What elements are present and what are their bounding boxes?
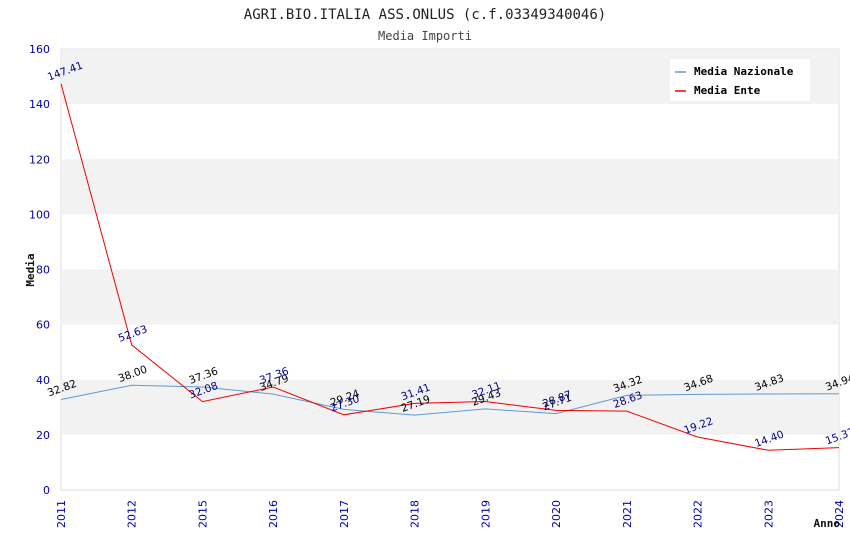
- plot-bands: [60, 48, 840, 491]
- x-axis-ticks: 2011 2012 2015 2016 2017 2018 2019 2020 2021 2022…: [55, 500, 846, 528]
- legend-box: [670, 59, 810, 101]
- y-tick-label: 60: [36, 319, 50, 332]
- y-tick-label: 120: [29, 153, 50, 166]
- legend-label-media-ente: Media Ente: [694, 84, 761, 97]
- x-tick-label: 2015: [196, 500, 209, 528]
- series-line-media-nazionale: [60, 384, 840, 416]
- y-tick-label: 20: [36, 429, 50, 442]
- chart-subtitle: Media Importi: [378, 29, 472, 43]
- legend-label-media-nazionale: Media Nazionale: [694, 65, 794, 78]
- series-lines: [60, 83, 840, 451]
- x-tick-label: 2012: [126, 500, 139, 528]
- x-axis-label: Anno: [814, 517, 841, 530]
- x-tick-label: 2020: [550, 500, 563, 528]
- x-tick-label: 2019: [479, 500, 492, 528]
- x-tick-label: 2016: [267, 500, 280, 528]
- x-tick-label: 2021: [621, 500, 634, 528]
- y-axis-label: Media: [24, 253, 37, 286]
- x-tick-label: 2017: [338, 500, 351, 528]
- grid-band: [61, 379, 839, 435]
- y-tick-label: 40: [36, 374, 50, 387]
- chart-title: AGRI.BIO.ITALIA ASS.ONLUS (c.f.033493400…: [244, 7, 606, 23]
- y-axis-ticks: 0 20 40 60 80 100 120 140 160: [29, 43, 50, 497]
- grid-band: [61, 269, 839, 325]
- y-tick-label: 100: [29, 208, 50, 221]
- legend: Media Nazionale Media Ente: [670, 59, 810, 101]
- x-tick-label: 2023: [762, 500, 775, 528]
- x-tick-label: 2018: [409, 500, 422, 528]
- x-tick-label: 2022: [692, 500, 705, 528]
- y-tick-label: 140: [29, 98, 50, 111]
- grid-band: [61, 159, 839, 215]
- series-line-media-ente: [60, 83, 840, 451]
- y-tick-label: 0: [43, 484, 50, 497]
- y-tick-label: 80: [36, 264, 50, 277]
- x-tick-label: 2011: [55, 500, 68, 528]
- x-tick-label: 2024: [833, 500, 846, 528]
- y-tick-label: 160: [29, 43, 50, 56]
